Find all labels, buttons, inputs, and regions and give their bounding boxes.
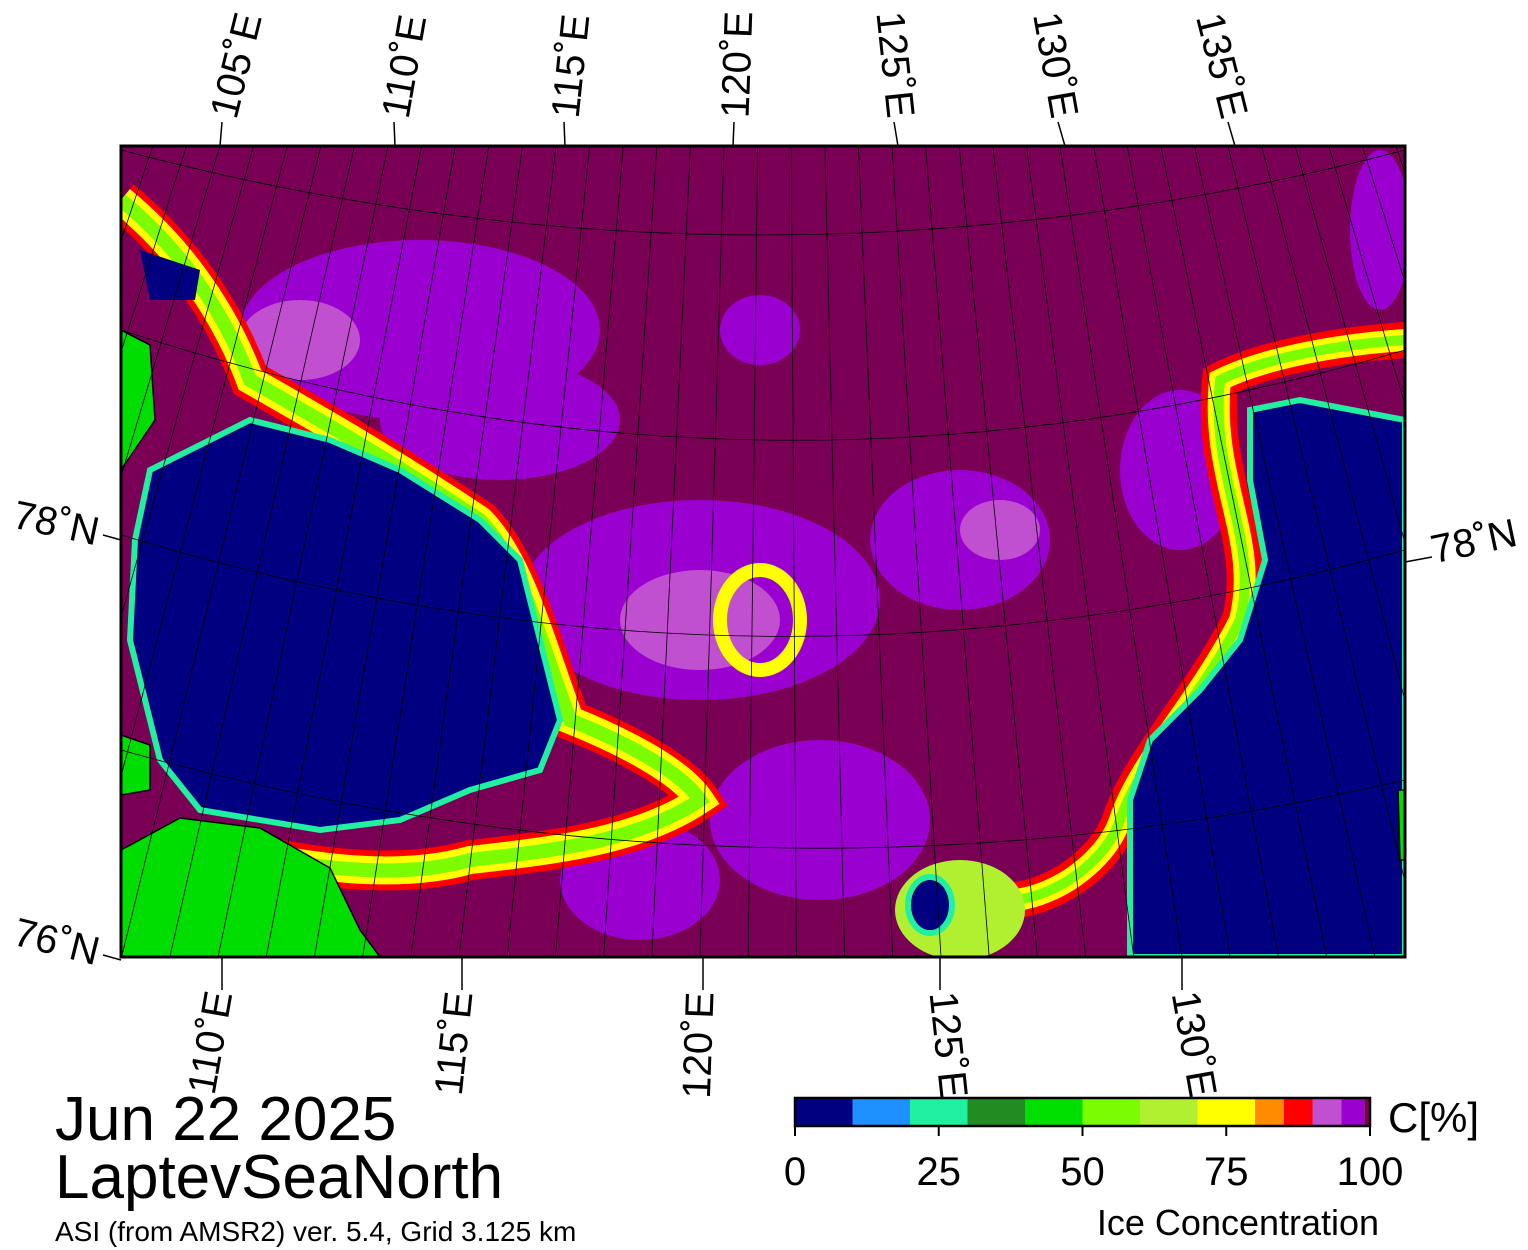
colorbar-tick-label: 0 <box>784 1150 806 1194</box>
tick <box>732 121 735 147</box>
colorbar-segment <box>1341 1098 1365 1126</box>
meridian <box>0 146 18 957</box>
tick <box>102 534 122 541</box>
meridian <box>1194 146 1376 957</box>
meridian <box>314 146 456 957</box>
meridian <box>265 146 422 957</box>
ice-edge <box>121 184 1405 919</box>
lon-label: 135˚E <box>1187 9 1256 123</box>
lon-label: 110˚E <box>180 988 241 1098</box>
meridian <box>0 146 52 957</box>
meridian <box>1294 146 1405 545</box>
colorbar-segment <box>1197 1098 1255 1126</box>
meridian <box>1093 146 1231 957</box>
tick <box>393 121 396 147</box>
meridian <box>747 146 758 957</box>
region-name: LaptevSeaNorth <box>55 1143 503 1212</box>
colorbar-segment <box>1283 1098 1313 1126</box>
meridian <box>410 146 523 957</box>
lon-label: 120˚E <box>714 10 762 118</box>
tick <box>102 954 122 961</box>
meridian <box>555 146 624 957</box>
data-source: ASI (from AMSR2) ver. 5.4, Grid 3.125 km <box>55 1216 576 1247</box>
open-water <box>126 416 564 834</box>
meridian <box>121 146 187 354</box>
meridian <box>603 146 658 957</box>
meridian <box>1026 146 1135 957</box>
colorbar-segment <box>1255 1098 1284 1126</box>
meridian <box>992 146 1086 957</box>
meridian <box>0 146 119 957</box>
tick <box>1227 121 1236 147</box>
meridian <box>0 146 86 957</box>
tick <box>893 121 899 147</box>
meridian <box>1328 146 1405 407</box>
meridian <box>1126 146 1279 957</box>
colorbar-tick-label: 100 <box>1337 1150 1404 1194</box>
lon-label: 130˚E <box>1024 9 1086 122</box>
lat-label: 76˚N <box>9 910 104 974</box>
colorbar-tick-label: 50 <box>1060 1150 1105 1194</box>
tick <box>563 121 566 147</box>
meridian <box>458 146 557 957</box>
lon-label: 125˚E <box>867 9 922 120</box>
colorbar-segment <box>1025 1098 1083 1126</box>
tick <box>1404 556 1433 563</box>
colorbar-segment <box>1312 1098 1342 1126</box>
colorbar-segment <box>795 1098 853 1126</box>
meridian <box>121 146 322 957</box>
tick <box>1057 121 1066 147</box>
open-water <box>140 250 200 300</box>
colorbar-tick-label: 25 <box>917 1150 962 1194</box>
colorbar-segment <box>910 1098 968 1126</box>
meridian <box>121 146 254 619</box>
lon-label: 125˚E <box>921 989 976 1100</box>
lon-label: 130˚E <box>1163 988 1225 1101</box>
meridian <box>1059 146 1183 957</box>
lon-label: 105˚E <box>202 9 271 123</box>
meridian <box>1261 146 1405 703</box>
map-area <box>0 146 1405 957</box>
date: Jun 22 2025 <box>55 1085 396 1154</box>
lat-label: 78˚N <box>9 493 103 554</box>
meridian <box>858 146 894 957</box>
colorbar-segment <box>852 1098 910 1126</box>
colorbar-segment <box>1082 1098 1140 1126</box>
meridian <box>121 146 288 779</box>
lon-label: 115˚E <box>544 12 599 120</box>
meridian <box>958 146 1038 957</box>
meridian <box>925 146 990 957</box>
map-frame <box>119 144 1407 959</box>
meridian <box>217 146 389 957</box>
meridian <box>651 146 691 957</box>
colorbar-segment <box>1364 1098 1370 1126</box>
meridian <box>121 146 221 478</box>
open-water <box>1127 396 1405 957</box>
lon-label: 115˚E <box>427 989 482 1097</box>
meridian <box>790 146 797 957</box>
colorbar-segment <box>1140 1098 1198 1126</box>
meridian <box>506 146 590 957</box>
colorbar-label: Ice Concentration <box>1097 1202 1379 1243</box>
colorbar-segment <box>967 1098 1025 1126</box>
meridian <box>824 146 845 957</box>
meridian <box>169 146 355 957</box>
lon-label: 120˚E <box>675 991 723 1099</box>
tick <box>219 121 223 147</box>
colorbar-tick-label: 75 <box>1204 1150 1249 1194</box>
meridian <box>362 146 490 957</box>
ice-patches-light <box>240 300 1040 670</box>
meridian <box>699 146 725 957</box>
colorbar-unit: C[%] <box>1388 1094 1479 1141</box>
lat-label: 78˚N <box>1427 511 1521 572</box>
open-water <box>905 874 955 936</box>
meridian <box>1227 146 1405 884</box>
meridian <box>891 146 942 957</box>
meridian <box>1160 146 1327 957</box>
graticule <box>0 146 1405 957</box>
lon-label: 110˚E <box>374 12 435 122</box>
